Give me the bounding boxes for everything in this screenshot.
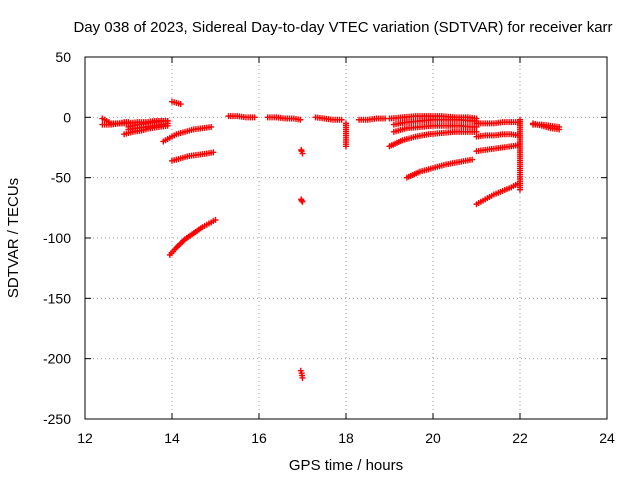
x-tick-label: 24 [599, 430, 615, 446]
x-tick-label: 22 [512, 430, 528, 446]
series-arc-23 [473, 119, 521, 127]
series-arc-8 [169, 149, 217, 164]
data-point [299, 150, 306, 157]
chart-title: Day 038 of 2023, Sidereal Day-to-day VTE… [73, 19, 612, 36]
series-arc-21 [386, 128, 480, 150]
series-arc-20 [390, 122, 480, 135]
data-point [299, 198, 306, 205]
series-arc-29 [530, 121, 563, 130]
series-arc-10 [225, 113, 258, 121]
data-point [517, 186, 523, 193]
series-arc-24 [473, 131, 521, 140]
series-arc-19 [390, 116, 480, 128]
grid [85, 57, 607, 419]
data-point [251, 114, 258, 121]
y-tick-label: -200 [43, 351, 71, 367]
data-point [298, 197, 305, 204]
data-point [212, 216, 219, 223]
data-point [469, 156, 476, 163]
series-arc-27 [517, 116, 523, 193]
y-tick-label: 50 [55, 49, 71, 65]
data-points [99, 98, 563, 381]
series-arc-6 [160, 123, 215, 145]
series-arc-12 [298, 146, 306, 157]
y-tick-label: 0 [63, 109, 71, 125]
series-arc-14 [297, 367, 306, 381]
data-point [297, 116, 304, 123]
y-tick-label: -250 [43, 411, 71, 427]
series-arc-17 [356, 115, 389, 123]
data-point [299, 374, 306, 381]
series-arc-22 [403, 156, 476, 181]
series-arc-16 [343, 120, 349, 150]
axis-ticks: 12 14 16 18 20 22 24 50 0 -50 -100 -150 -200 -250 [43, 49, 615, 446]
x-tick-label: 18 [338, 430, 354, 446]
y-tick-label: -100 [43, 230, 71, 246]
series-arc-13 [298, 196, 306, 205]
y-tick-label: -150 [43, 290, 71, 306]
data-point [556, 123, 563, 130]
y-axis-label: SDTVAR / TECUs [5, 178, 22, 298]
data-point [338, 116, 345, 123]
series-arc-7 [169, 98, 184, 108]
x-tick-label: 16 [251, 430, 267, 446]
series-arc-25 [473, 142, 521, 155]
x-tick-label: 20 [425, 430, 441, 446]
x-tick-label: 14 [164, 430, 180, 446]
data-point [164, 117, 171, 124]
data-point [177, 101, 184, 108]
x-axis-label: GPS time / hours [289, 457, 403, 474]
series-arc-15 [312, 114, 345, 123]
y-tick-label: -50 [51, 170, 71, 186]
data-point [343, 143, 349, 150]
series-arc-11 [264, 114, 304, 123]
data-point [208, 123, 215, 130]
series-arc-9 [166, 216, 219, 258]
x-tick-label: 12 [77, 430, 93, 446]
data-point [210, 149, 217, 156]
series-arc-26 [473, 180, 521, 208]
series-arc-5 [125, 117, 171, 130]
